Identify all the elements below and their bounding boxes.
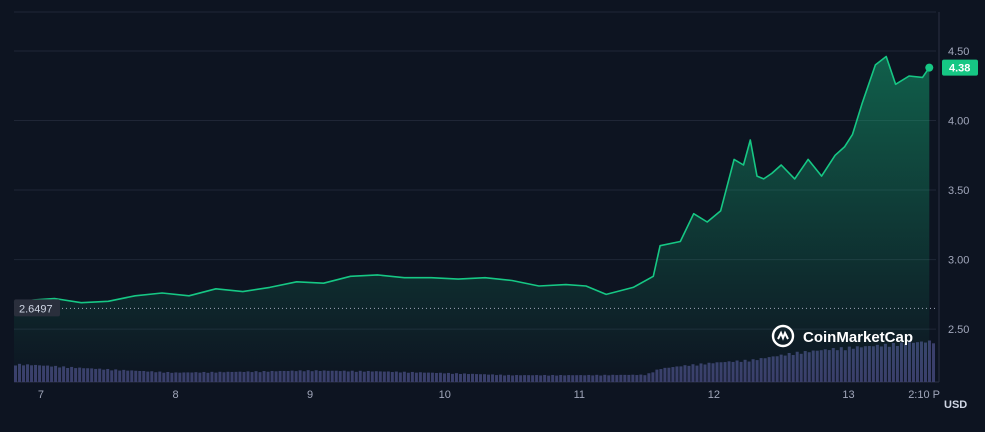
x-tick-label: 8 — [172, 389, 178, 401]
last-price-badge: 4.38 — [942, 59, 978, 76]
baseline-badge: 2.6497 — [14, 299, 60, 317]
x-tick-label: 13 — [842, 389, 854, 401]
y-tick-label: 3.50 — [948, 185, 969, 197]
y-tick-label: 4.50 — [948, 46, 969, 58]
baseline-label: 2.6497 — [19, 303, 53, 315]
x-tick-label: 7 — [38, 389, 44, 401]
y-tick-label: 3.00 — [948, 255, 969, 267]
price-area-fill — [14, 56, 930, 382]
price-area — [13, 55, 934, 382]
volume-bar — [931, 343, 935, 382]
price-labels: 2.6497 4.38 — [14, 59, 978, 317]
volume-bar — [927, 340, 931, 382]
y-tick-label: 4.00 — [948, 115, 969, 127]
x-tick-label: 12 — [708, 389, 720, 401]
x-tick-label: 10 — [439, 389, 451, 401]
coinmarketcap-logo-icon — [771, 324, 795, 348]
last-price-dot — [925, 63, 934, 72]
watermark-text: CoinMarketCap — [803, 329, 913, 346]
x-tick-label: 9 — [307, 389, 313, 401]
watermark: CoinMarketCap — [771, 324, 913, 348]
last-price-label: 4.38 — [949, 63, 970, 75]
x-tick-label: 11 — [574, 389, 585, 401]
currency-label: USD — [944, 399, 967, 411]
x-tick-label: 2:10 P — [908, 389, 940, 401]
price-line — [13, 55, 930, 304]
axes: 4.50 4.00 3.50 3.00 2.50 7 8 9 10 11 12 13 2:10 P — [38, 46, 970, 401]
y-tick-label: 2.50 — [948, 324, 969, 336]
